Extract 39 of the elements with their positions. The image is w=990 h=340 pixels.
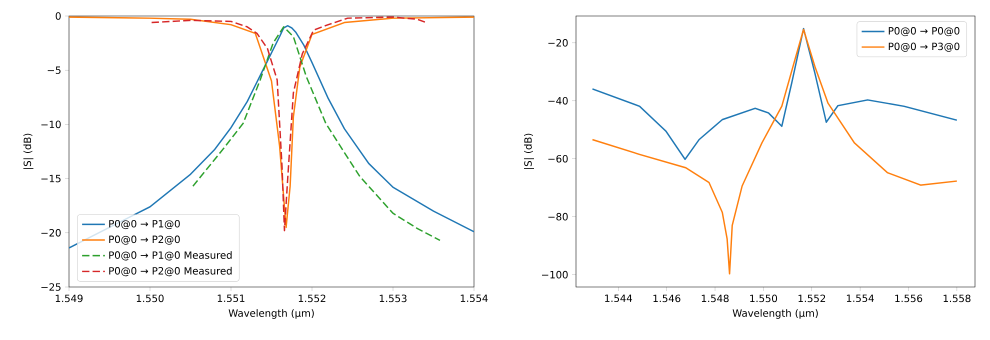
y-tick-label: −20 xyxy=(548,39,568,47)
x-tick-label: 1.554 xyxy=(846,294,874,302)
y-tick-label: −25 xyxy=(41,283,61,291)
x-tick-label: 1.556 xyxy=(895,294,922,302)
x-axis-title: Wavelength (μm) xyxy=(732,309,818,319)
legend-label: P0@0 → P3@0 xyxy=(888,42,960,52)
x-tick-label: 1.558 xyxy=(944,294,970,302)
y-tick-label: −60 xyxy=(548,154,568,163)
y-tick-label: −10 xyxy=(41,120,61,128)
legend-label: P0@0 → P2@0 Measured xyxy=(109,266,232,276)
y-tick-label: −20 xyxy=(41,229,61,237)
legend-label: P0@0 → P1@0 Measured xyxy=(109,251,232,260)
legend-label: P0@0 → P0@0 xyxy=(888,27,960,36)
y-axis-title: |S| (dB) xyxy=(524,134,534,169)
x-tick-label: 1.552 xyxy=(798,294,826,302)
x-tick-label: 1.550 xyxy=(750,294,778,302)
x-tick-label: 1.551 xyxy=(218,294,244,302)
line-series xyxy=(192,26,441,242)
x-tick-label: 1.553 xyxy=(380,294,407,302)
x-tick-label: 1.550 xyxy=(136,294,164,302)
x-tick-label: 1.549 xyxy=(56,294,83,302)
legend-label: P0@0 → P2@0 xyxy=(109,236,180,245)
y-tick-label: −15 xyxy=(41,174,61,182)
x-tick-label: 1.554 xyxy=(460,294,488,302)
y-tick-label: −80 xyxy=(548,212,568,220)
x-tick-label: 1.552 xyxy=(298,294,326,302)
x-tick-label: 1.544 xyxy=(605,294,632,302)
x-axis-title: Wavelength (μm) xyxy=(228,309,314,319)
y-tick-label: −40 xyxy=(548,97,568,105)
line-series xyxy=(592,28,958,160)
line-series xyxy=(150,16,427,232)
y-tick-label: −5 xyxy=(48,66,61,74)
y-axis-title: |S| (dB) xyxy=(23,134,34,169)
y-tick-label: −100 xyxy=(542,270,568,278)
legend-label: P0@0 → P1@0 xyxy=(109,220,180,230)
x-tick-label: 1.546 xyxy=(653,294,680,302)
line-series xyxy=(592,28,958,275)
y-tick-label: 0 xyxy=(56,12,61,20)
x-tick-label: 1.548 xyxy=(702,294,729,302)
